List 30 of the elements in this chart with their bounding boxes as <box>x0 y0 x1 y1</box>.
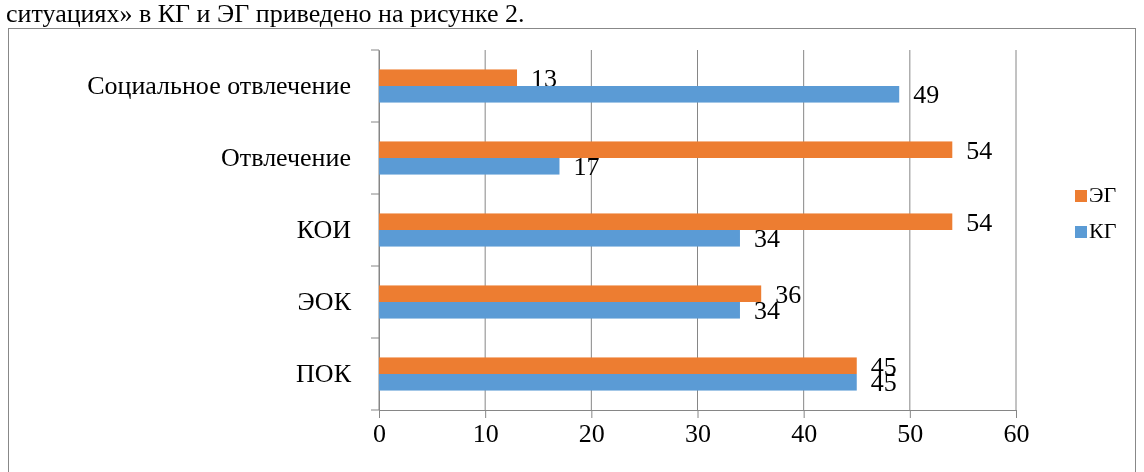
x-tick-label: 10 <box>472 419 499 449</box>
bar <box>379 374 857 391</box>
text: ситуациях» в КГ и ЭГ приведено на рисунке 2. <box>6 0 525 28</box>
legend-label: ЭГ <box>1089 182 1117 207</box>
bar <box>379 69 518 86</box>
bar <box>379 141 953 158</box>
y-tick-label: ПОК <box>296 359 352 389</box>
bar <box>379 357 857 374</box>
y-tick-label: Социальное отвлечение <box>87 71 351 101</box>
x-tick-label: 50 <box>897 419 924 449</box>
bar <box>379 230 740 247</box>
data-label: 17 <box>573 152 600 182</box>
y-tick-label: КОИ <box>296 215 352 245</box>
x-tick-label: 20 <box>578 419 605 449</box>
data-label: 49 <box>913 80 940 110</box>
bar <box>379 158 560 175</box>
data-label: 34 <box>753 224 780 254</box>
legend-label: КГ <box>1089 218 1117 243</box>
bar <box>379 86 900 103</box>
x-tick-label: 0 <box>373 419 386 449</box>
x-tick-label: 40 <box>791 419 818 449</box>
bar <box>379 302 740 319</box>
y-tick-label: ЭОК <box>297 287 352 317</box>
data-label: 54 <box>966 135 993 165</box>
x-tick-label: 30 <box>685 419 711 449</box>
data-label: 54 <box>966 207 993 237</box>
x-tick-label: 60 <box>1003 419 1030 449</box>
bar <box>379 213 953 230</box>
bar <box>379 285 762 302</box>
y-tick-label: Отвлечение <box>221 143 351 173</box>
